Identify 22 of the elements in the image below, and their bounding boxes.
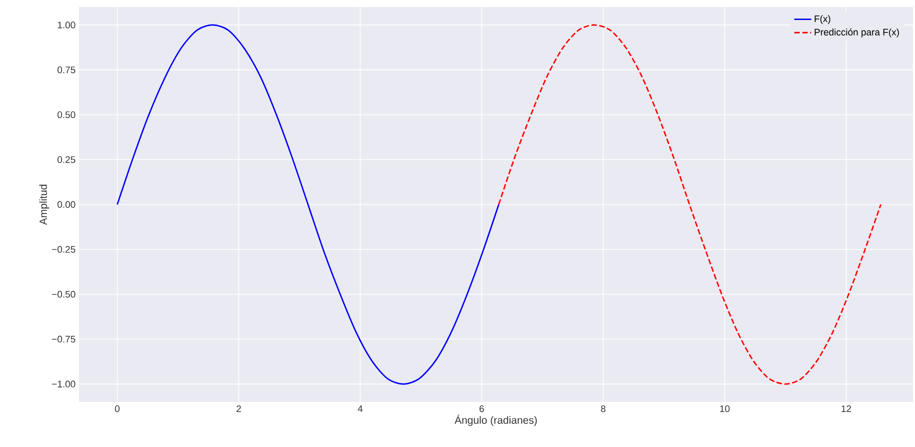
x-tick-label: 4 [358,405,363,412]
y-tick-label: 1.00 [58,22,76,28]
y-tick-label: −0.75 [52,336,76,343]
x-tick-label: 10 [720,405,730,412]
legend-label: Predicción para F(x) [814,28,899,38]
x-tick-label: 12 [842,405,852,412]
line-series [498,24,882,385]
x-tick-label: 8 [600,405,606,412]
line-series [116,24,500,385]
y-tick-label: −0.25 [52,246,76,253]
y-tick-label: −1.00 [52,380,76,388]
y-axis-title: Amplitud [39,184,50,225]
y-tick-label: 0.50 [58,111,76,118]
y-tick-label: 0.00 [58,201,76,208]
x-tick-label: 0 [115,405,120,412]
y-tick-label: 0.75 [58,66,76,74]
x-tick-label: 2 [236,405,241,412]
y-tick-label: −0.50 [52,290,76,298]
legend-label: F(x) [814,15,830,24]
y-tick-label: 0.25 [58,156,76,163]
x-tick-label: 6 [480,405,484,412]
x-axis-title: Ángulo (radianes) [454,414,537,426]
